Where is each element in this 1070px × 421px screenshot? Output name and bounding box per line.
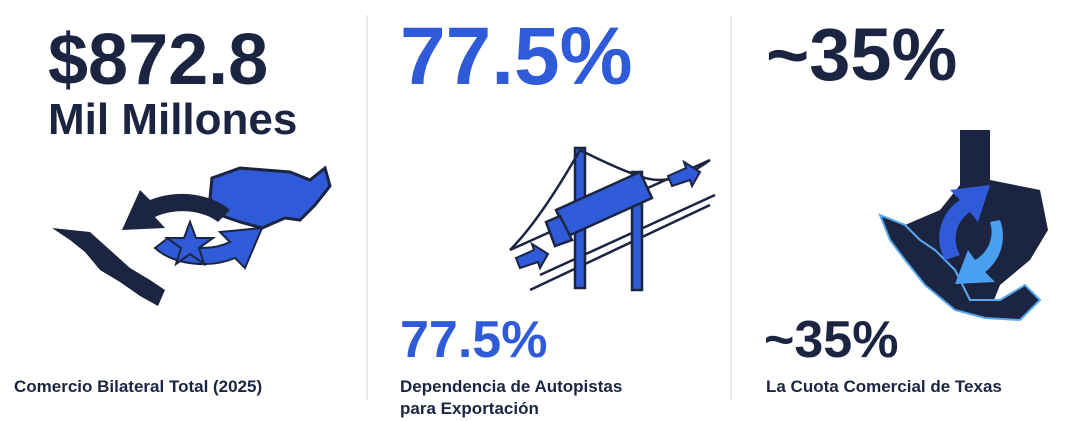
caption: La Cuota Comercial de Texas [766, 377, 1002, 396]
headline: $872.8 [48, 20, 268, 100]
panel-highways: 77.5% 77.5% Dependencia de Autopistas pa… [400, 11, 716, 418]
panel-trade: $872.8 Mil Millones Comercio Bilateral T… [14, 20, 332, 396]
arrow-up [939, 185, 990, 260]
subline: Mil Millones [48, 95, 297, 144]
bridge-icon [509, 146, 716, 292]
texas-icon [878, 130, 1048, 322]
star [163, 219, 217, 267]
panel-texas: ~35% ~35% La Cuota Comercial de Texas [764, 13, 1048, 396]
arrow-down [955, 220, 1003, 284]
secondary-value: 77.5% [400, 311, 547, 369]
headline: ~35% [766, 13, 957, 96]
mexico-map [878, 213, 1042, 322]
caption: Comercio Bilateral Total (2025) [14, 377, 262, 396]
mexico-map [52, 228, 165, 306]
trade-icon [52, 165, 332, 306]
secondary-value: ~35% [764, 311, 898, 369]
headline: 77.5% [400, 11, 633, 102]
caption: para Exportación [400, 399, 539, 418]
caption: Dependencia de Autopistas [400, 377, 622, 396]
arrow-left [122, 190, 230, 230]
